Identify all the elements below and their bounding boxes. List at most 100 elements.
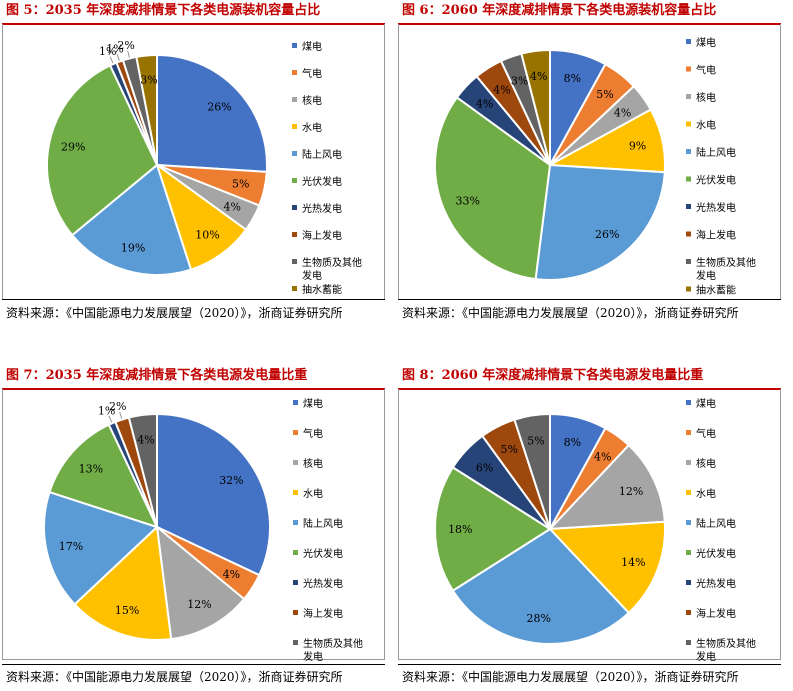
data-label: 4% bbox=[476, 98, 493, 111]
legend-swatch bbox=[686, 39, 691, 44]
legend-swatch bbox=[292, 178, 297, 183]
leader-line bbox=[109, 56, 114, 64]
legend-swatch bbox=[293, 580, 298, 585]
data-label: 28% bbox=[527, 612, 551, 625]
legend-swatch bbox=[293, 610, 298, 615]
legend-label: 海上发电 bbox=[696, 229, 736, 242]
pie-slice-6 bbox=[434, 465, 552, 593]
pie-slice-5 bbox=[451, 527, 631, 645]
pie-slice-6 bbox=[48, 423, 159, 529]
data-label: 9% bbox=[629, 139, 646, 152]
pie-slice-10 bbox=[135, 53, 158, 166]
chart-panel-5: 图 5：2035 年深度减排情景下各类电源装机容量占比 26% 5% 4% 10% 19… bbox=[2, 0, 385, 330]
pie-slice-1 bbox=[156, 412, 271, 577]
legend-label: 光热发电 bbox=[696, 577, 736, 590]
data-label: 2% bbox=[117, 39, 134, 52]
data-label: 4% bbox=[223, 200, 240, 213]
legend-swatch bbox=[686, 400, 691, 405]
title-rule bbox=[398, 388, 781, 390]
legend-swatch bbox=[686, 94, 691, 99]
chart-title: 图 6：2060 年深度减排情景下各类电源装机容量占比 bbox=[402, 3, 717, 18]
legend-swatch bbox=[292, 232, 297, 237]
legend-label: 核电 bbox=[303, 457, 323, 470]
legend-swatch bbox=[686, 520, 691, 525]
pie-slice-3 bbox=[155, 524, 246, 641]
legend-label: 光热发电 bbox=[303, 577, 343, 590]
legend-swatch bbox=[292, 205, 297, 210]
legend-label: 气电 bbox=[696, 427, 716, 440]
legend-label: 陆上风电 bbox=[696, 146, 736, 159]
data-label: 5% bbox=[232, 178, 249, 191]
pie-slice-5 bbox=[534, 163, 666, 281]
legend-swatch bbox=[686, 550, 691, 555]
data-label: 1% bbox=[99, 45, 116, 58]
legend-swatch bbox=[292, 70, 297, 75]
legend-label: 核电 bbox=[696, 91, 716, 104]
legend-label: 核电 bbox=[696, 457, 716, 470]
data-label: 33% bbox=[455, 195, 479, 208]
legend-label: 光热发电 bbox=[302, 202, 342, 215]
pie-slice-1 bbox=[156, 53, 268, 173]
data-label: 5% bbox=[501, 443, 518, 456]
legend-label: 核电 bbox=[302, 94, 322, 107]
source-rule bbox=[2, 664, 385, 665]
data-label: 12% bbox=[619, 485, 643, 498]
pie-slice-4 bbox=[73, 524, 173, 641]
legend-swatch bbox=[686, 286, 691, 292]
pie-slice-5 bbox=[43, 490, 159, 606]
legend-swatch bbox=[686, 259, 691, 264]
legend-swatch bbox=[686, 204, 691, 209]
data-label: 12% bbox=[187, 598, 211, 611]
legend-label: 光伏发电 bbox=[696, 174, 736, 187]
legend-swatch bbox=[686, 430, 691, 435]
legend-swatch bbox=[292, 43, 297, 48]
legend-label: 生物质及其他发电 bbox=[303, 637, 363, 663]
source-rule bbox=[398, 664, 781, 665]
data-label: 14% bbox=[621, 556, 645, 569]
data-label: 4% bbox=[493, 83, 510, 96]
legend-swatch bbox=[686, 231, 691, 237]
legend-label: 气电 bbox=[302, 67, 322, 80]
legend-label: 光热发电 bbox=[696, 201, 736, 214]
legend-label: 煤电 bbox=[302, 40, 322, 53]
legend-label: 生物质及其他发电 bbox=[696, 637, 756, 663]
data-label: 1% bbox=[98, 404, 115, 417]
legend-label: 抽水蓄能 bbox=[696, 284, 736, 297]
data-label: 3% bbox=[511, 75, 528, 88]
source-note: 资料来源：《中国能源电力发展展望（2020）》，浙商证券研究所 bbox=[6, 670, 343, 684]
data-label: 3% bbox=[140, 74, 157, 87]
leader-line bbox=[119, 411, 123, 419]
data-label: 32% bbox=[219, 474, 243, 487]
data-label: 17% bbox=[59, 540, 83, 553]
legend-label: 煤电 bbox=[696, 397, 716, 410]
chart-title: 图 8：2060 年深度减排情景下各类电源发电量比重 bbox=[402, 368, 704, 383]
data-label: 4% bbox=[530, 70, 547, 83]
pie-chart: 26% 5% 4% 10% 19% 29% 1%1%2% 3% 煤电气电核电水电陆上风电光伏发电… bbox=[46, 39, 362, 296]
legend-swatch bbox=[292, 151, 297, 156]
chart-panel-7: 图 7：2035 年深度减排情景下各类电源发电量比重 32% 4% 12% 15% 17… bbox=[2, 365, 385, 691]
legend-swatch bbox=[686, 610, 691, 615]
legend-swatch bbox=[686, 580, 691, 585]
legend-label: 海上发电 bbox=[303, 607, 343, 620]
pie-chart: 8% 4% 12% 14% 28% 18% 6% 5% 5% 煤电气电核电水电陆上风电光伏发电光热… bbox=[434, 397, 756, 663]
data-label: 5% bbox=[527, 434, 544, 447]
data-label: 15% bbox=[115, 604, 139, 617]
legend-swatch bbox=[293, 400, 298, 405]
pie-chart: 32% 4% 12% 15% 17% 13% 1%2% 4% 煤电气电核电水电陆上风电光伏发电光… bbox=[43, 397, 363, 663]
data-label: 4% bbox=[223, 568, 240, 581]
legend-label: 煤电 bbox=[303, 397, 323, 410]
data-label: 10% bbox=[195, 228, 219, 241]
legend-label: 陆上风电 bbox=[303, 517, 343, 530]
legend-swatch bbox=[686, 66, 691, 72]
data-label: 26% bbox=[595, 228, 619, 241]
source-rule bbox=[2, 299, 385, 300]
chart-title: 图 5：2035 年深度减排情景下各类电源装机容量占比 bbox=[6, 3, 321, 18]
pie-slice-3 bbox=[547, 443, 666, 531]
leader-line bbox=[108, 415, 113, 423]
pie-chart: 8%5%4%9%26%33%4%4%3% 4%煤电气电核电水电陆上风电光伏发电光热… bbox=[434, 36, 756, 297]
data-label: 29% bbox=[61, 140, 85, 153]
legend-label: 煤电 bbox=[696, 36, 716, 49]
source-rule bbox=[398, 299, 781, 300]
legend-swatch bbox=[293, 550, 298, 555]
legend-label: 生物质及其他发电 bbox=[696, 256, 756, 282]
